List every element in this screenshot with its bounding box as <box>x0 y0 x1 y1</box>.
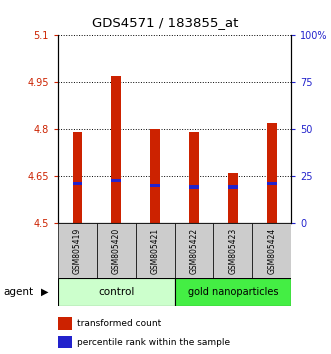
Bar <box>58 317 72 330</box>
Text: GSM805420: GSM805420 <box>112 227 121 274</box>
Bar <box>58 336 72 348</box>
Bar <box>112 76 121 223</box>
Text: ▶: ▶ <box>41 287 48 297</box>
Text: percentile rank within the sample: percentile rank within the sample <box>76 338 230 347</box>
Bar <box>150 129 160 223</box>
Bar <box>189 132 199 223</box>
Bar <box>58 223 97 278</box>
Bar <box>58 278 175 306</box>
Bar <box>189 185 199 189</box>
Bar <box>267 182 277 185</box>
Bar <box>175 223 213 278</box>
Text: GSM805421: GSM805421 <box>151 227 160 274</box>
Bar <box>150 184 160 187</box>
Text: GSM805419: GSM805419 <box>73 227 82 274</box>
Bar <box>136 223 175 278</box>
Bar <box>72 132 82 223</box>
Bar <box>267 123 277 223</box>
Text: GDS4571 / 183855_at: GDS4571 / 183855_at <box>92 16 239 29</box>
Text: GSM805422: GSM805422 <box>190 227 199 274</box>
Bar <box>228 173 238 223</box>
Text: gold nanoparticles: gold nanoparticles <box>188 287 278 297</box>
Text: GSM805423: GSM805423 <box>228 227 237 274</box>
Bar <box>252 223 291 278</box>
Bar <box>72 182 82 185</box>
Text: GSM805424: GSM805424 <box>267 227 276 274</box>
Bar <box>213 223 252 278</box>
Text: transformed count: transformed count <box>76 319 161 328</box>
Bar <box>97 223 136 278</box>
Bar <box>112 179 121 182</box>
Text: agent: agent <box>3 287 33 297</box>
Bar <box>228 185 238 189</box>
Text: control: control <box>98 287 134 297</box>
Bar <box>175 278 291 306</box>
